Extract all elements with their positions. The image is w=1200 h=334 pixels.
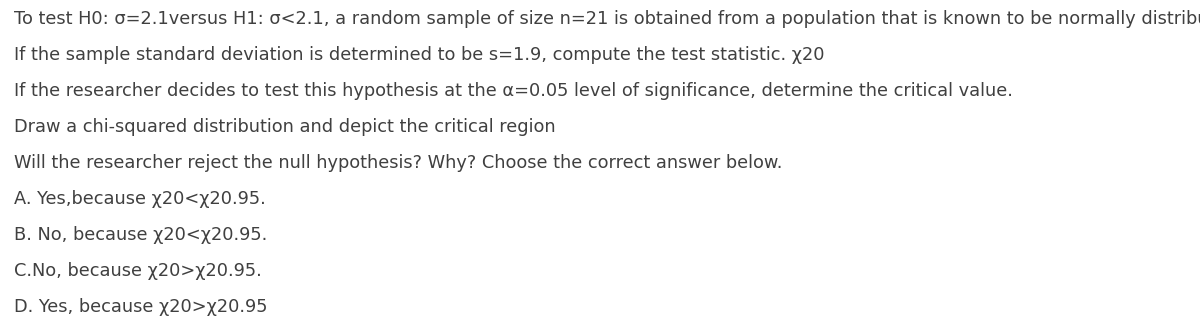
Text: B. No, because χ20<χ20.95.: B. No, because χ20<χ20.95. bbox=[14, 226, 268, 244]
Text: A. Yes,because χ20<χ20.95.: A. Yes,because χ20<χ20.95. bbox=[14, 190, 265, 208]
Text: To test H0: σ=2.1versus H1: σ<2.1, a random sample of size n=21 is obtained from: To test H0: σ=2.1versus H1: σ<2.1, a ran… bbox=[14, 10, 1200, 28]
Text: If the sample standard deviation is determined to be s=1.9, compute the test sta: If the sample standard deviation is dete… bbox=[14, 46, 824, 64]
Text: Will the researcher reject the null hypothesis? Why? Choose the correct answer b: Will the researcher reject the null hypo… bbox=[14, 154, 782, 172]
Text: If the researcher decides to test this hypothesis at the α=0.05 level of signifi: If the researcher decides to test this h… bbox=[14, 82, 1013, 100]
Text: C.No, because χ20>χ20.95.: C.No, because χ20>χ20.95. bbox=[14, 262, 262, 280]
Text: Draw a chi-squared distribution and depict the critical region: Draw a chi-squared distribution and depi… bbox=[14, 118, 556, 136]
Text: D. Yes, because χ20>χ20.95: D. Yes, because χ20>χ20.95 bbox=[14, 298, 268, 316]
